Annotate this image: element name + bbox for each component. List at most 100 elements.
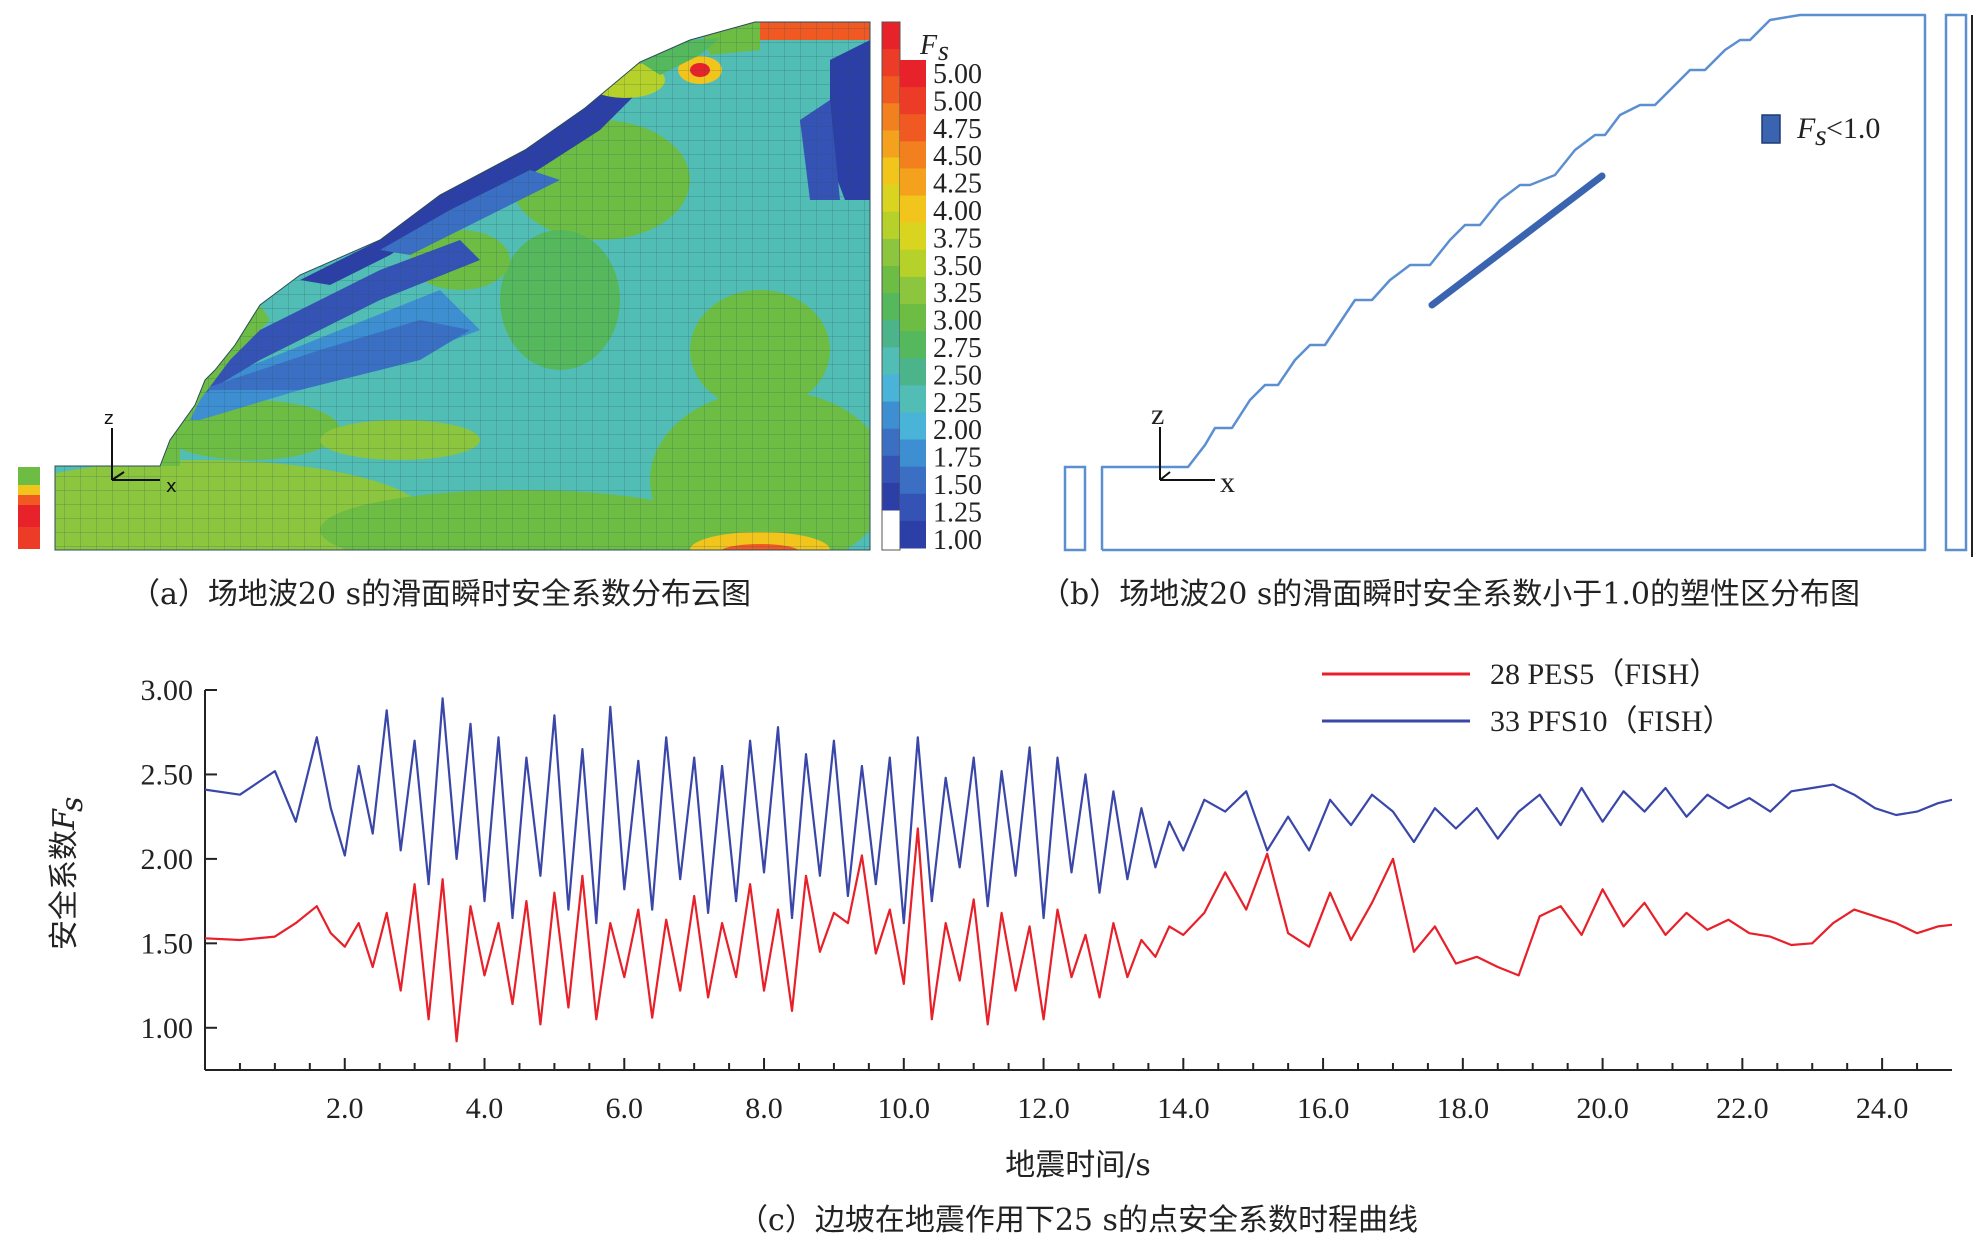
series-point (511, 917, 514, 919)
series-point (567, 908, 570, 911)
colorbar-label: 2.25 (933, 388, 982, 419)
series-point (1706, 928, 1709, 931)
series-point (1496, 837, 1499, 840)
series-point (239, 939, 241, 941)
series-point (888, 756, 891, 759)
series-point (385, 912, 388, 914)
series-point (958, 866, 961, 869)
series-point (930, 1018, 933, 1021)
colorbar-swatch (900, 385, 926, 413)
series-point (427, 1018, 430, 1021)
y-tick-label: 2.50 (141, 758, 194, 791)
series-point (1245, 790, 1248, 793)
series-point (1685, 815, 1688, 818)
series-point (581, 874, 584, 877)
series-point (777, 908, 779, 911)
x-tick-label: 22.0 (1716, 1092, 1769, 1125)
caption-b: （b）场地波20 s的滑面瞬时安全系数小于1.0的塑性区分布图 (1040, 577, 1860, 612)
legend-c-label-blue: 33 PFS10（FISH） (1490, 705, 1733, 738)
thin-strip-swatch (882, 428, 900, 457)
series-point (1266, 849, 1269, 852)
x-ticks: 2.0 4.0 6.0 8.0 10.0 12.0 14.0 16.0 18.0 20.0 22.0… (238, 1058, 1919, 1125)
series-point (651, 908, 654, 911)
thin-strip-swatch (882, 482, 900, 511)
series-point (581, 748, 584, 750)
series-point (1559, 824, 1562, 826)
series-point (958, 979, 961, 982)
series-point (791, 1010, 793, 1012)
series-point (665, 736, 668, 739)
series-point (274, 770, 276, 772)
x-tick-label: 12.0 (1017, 1092, 1070, 1125)
series-point (693, 756, 696, 759)
series-point (833, 739, 835, 742)
legend-b-sub: s (1815, 119, 1827, 152)
series-point (1951, 923, 1952, 926)
series-point (371, 966, 374, 968)
series-point (623, 888, 626, 891)
series-point (1028, 925, 1031, 928)
series-point (1245, 908, 1248, 911)
colorbar-swatch (900, 195, 926, 224)
thin-strip-swatch (882, 49, 900, 77)
series-point (916, 736, 919, 739)
colorbar-label: 3.25 (933, 278, 982, 309)
series-point (497, 922, 500, 924)
legend-b-rest: <1.0 (1826, 112, 1880, 145)
caption-c: （c）边坡在地震作用下25 s的点安全系数时程曲线 (738, 1203, 1418, 1238)
series-point (441, 878, 444, 881)
colorbar-label: 2.50 (933, 360, 982, 391)
series-point (385, 709, 388, 712)
series-point (483, 900, 486, 902)
x-axis-title: 地震时间/s (1005, 1148, 1151, 1183)
x-tick-label: 16.0 (1297, 1092, 1350, 1125)
series-point (1182, 849, 1185, 852)
series-point (1622, 925, 1625, 928)
legend-c-label-red: 28 PES5（FISH） (1490, 658, 1719, 691)
series-point (1601, 888, 1604, 891)
slope-outline-b (1100, 13, 1927, 552)
series-point (1084, 773, 1087, 776)
series-point (972, 756, 975, 759)
series-point (735, 900, 737, 902)
series-point (665, 918, 668, 921)
series-point (1951, 798, 1952, 801)
colorbar-label: 1.25 (933, 497, 982, 528)
series-point (679, 989, 682, 992)
series-point (399, 849, 402, 852)
axis-triad-b: z x (1151, 398, 1235, 499)
x-tick-label: 10.0 (878, 1092, 931, 1125)
left-outline-block (1063, 465, 1087, 552)
colorbar-swatch (900, 276, 926, 305)
series-point (1154, 866, 1157, 869)
series-point (707, 912, 709, 914)
series-point (1748, 797, 1751, 799)
series-point (294, 820, 297, 823)
axis-z-label-a: z (104, 408, 113, 429)
series-point (1748, 932, 1751, 935)
x-tick-label: 4.0 (466, 1092, 504, 1125)
thin-strip-swatch (882, 22, 900, 50)
thin-strip-swatch (882, 130, 900, 159)
y-tick-label: 1.00 (141, 1012, 194, 1045)
series-point (721, 922, 723, 924)
thin-strip-swatch (882, 293, 900, 321)
colorbar-label: 1.50 (933, 470, 982, 501)
series-point (1895, 814, 1897, 816)
thin-strip-swatch (882, 401, 900, 430)
series-point (1434, 925, 1436, 928)
colorbar-swatch (900, 331, 926, 359)
colorbar-label: 5.00 (933, 59, 982, 90)
series-point (944, 922, 947, 924)
series-point (1182, 934, 1185, 936)
series-point (1084, 934, 1087, 936)
series-point (539, 1023, 542, 1026)
series-point (441, 697, 444, 700)
series-point (553, 714, 556, 717)
series-point (1203, 798, 1206, 801)
series-point (525, 756, 528, 759)
colorbar-label: 3.00 (933, 306, 982, 337)
series-point (1874, 915, 1876, 918)
y-tick-label: 2.00 (141, 843, 194, 876)
series-point (1769, 935, 1772, 938)
